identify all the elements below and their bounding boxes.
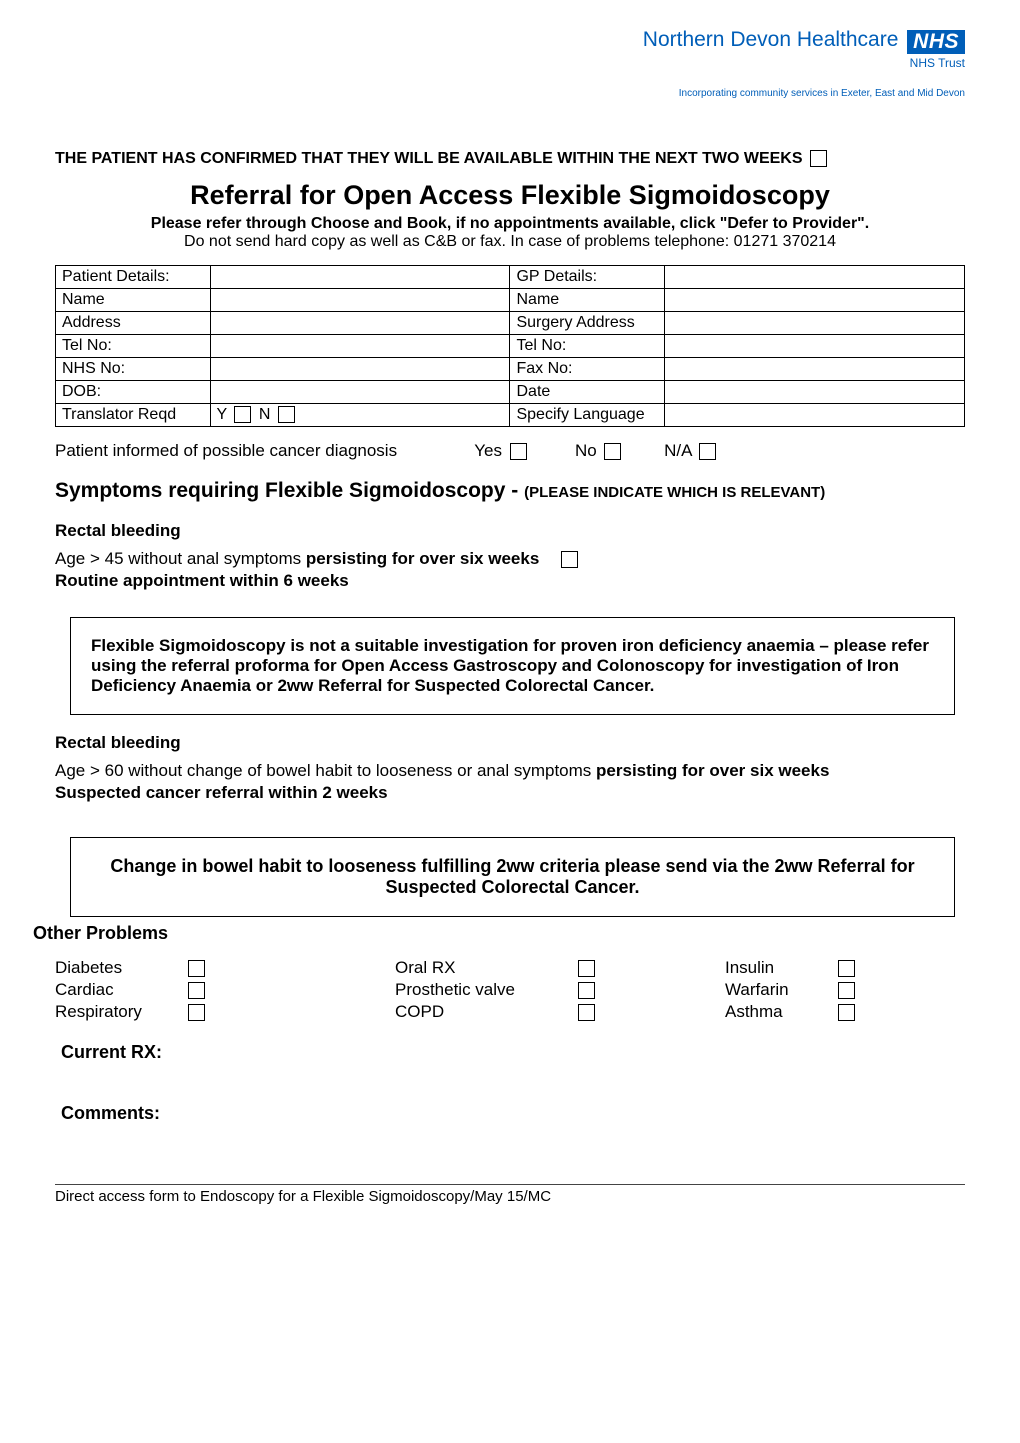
rectal2-heading: Rectal bleeding	[55, 733, 965, 753]
nhs-header: Northern Devon Healthcare NHS NHS Trust …	[643, 28, 965, 99]
rectal1-line2: Routine appointment within 6 weeks	[55, 571, 965, 591]
gp-date-label: Date	[510, 381, 665, 404]
pt-name-label: Name	[56, 289, 211, 312]
availability-confirm: THE PATIENT HAS CONFIRMED THAT THEY WILL…	[55, 150, 965, 168]
pt-details-label: Patient Details:	[56, 266, 211, 289]
current-rx-heading: Current RX:	[61, 1042, 965, 1063]
language-value[interactable]	[665, 404, 965, 427]
symptoms-sub: (PLEASE INDICATE WHICH IS RELEVANT)	[524, 484, 825, 501]
gp-fax-value[interactable]	[665, 358, 965, 381]
gp-tel-value[interactable]	[665, 335, 965, 358]
rectal1-line2-text: Routine appointment within 6 weeks	[55, 571, 349, 590]
comments-heading: Comments:	[61, 1103, 965, 1124]
diabetes-checkbox[interactable]	[188, 960, 205, 977]
rectal1-checkbox[interactable]	[561, 551, 578, 568]
gp-name-value[interactable]	[665, 289, 965, 312]
rectal1-heading: Rectal bleeding	[55, 521, 965, 541]
org-name: Northern Devon Healthcare	[643, 28, 899, 51]
confirm-text: THE PATIENT HAS CONFIRMED THAT THEY WILL…	[55, 150, 803, 167]
anaemia-warning-box: Flexible Sigmoidoscopy is not a suitable…	[70, 617, 955, 715]
warfarin-checkbox[interactable]	[838, 982, 855, 999]
warfarin-label: Warfarin	[725, 980, 835, 1000]
rectal2-line2: Suspected cancer referral within 2 weeks	[55, 783, 965, 803]
pt-nhs-label: NHS No:	[56, 358, 211, 381]
instr-line2: Do not send hard copy as well as C&B or …	[184, 233, 836, 250]
informed-na-label: N/A	[664, 441, 691, 460]
pt-address-value[interactable]	[210, 312, 510, 335]
pt-name-value[interactable]	[210, 289, 510, 312]
informed-label: Patient informed of possible cancer diag…	[55, 441, 445, 461]
gp-details-label: GP Details:	[510, 266, 665, 289]
cardiac-checkbox[interactable]	[188, 982, 205, 999]
rectal2-line1a: Age > 60 without change of bowel habit t…	[55, 761, 596, 780]
translator-y-checkbox[interactable]	[234, 406, 251, 423]
translator-n-checkbox[interactable]	[278, 406, 295, 423]
gp-fax-label: Fax No:	[510, 358, 665, 381]
translator-value: Y N	[210, 404, 510, 427]
informed-no-label: No	[575, 441, 597, 460]
symptoms-heading-text: Symptoms requiring Flexible Sigmoidoscop…	[55, 479, 518, 502]
nhs-subline: NHS Trust	[643, 56, 965, 70]
translator-n-label: N	[259, 406, 271, 423]
respiratory-checkbox[interactable]	[188, 1004, 205, 1021]
rectal2-criteria: Age > 60 without change of bowel habit t…	[55, 761, 965, 781]
copd-label: COPD	[395, 1002, 575, 1022]
other-problems-heading: Other Problems	[33, 923, 965, 944]
asthma-label: Asthma	[725, 1002, 835, 1022]
prosthetic-label: Prosthetic valve	[395, 980, 575, 1000]
prosthetic-checkbox[interactable]	[578, 982, 595, 999]
page-title: Referral for Open Access Flexible Sigmoi…	[55, 180, 965, 211]
rectal1-line1b: persisting for over six weeks	[306, 549, 539, 568]
informed-row: Patient informed of possible cancer diag…	[55, 441, 965, 461]
confirm-checkbox[interactable]	[810, 150, 827, 167]
instr-bold2: if no appointments available, click "Def…	[451, 215, 869, 232]
copd-checkbox[interactable]	[578, 1004, 595, 1021]
pt-dob-value[interactable]	[210, 381, 510, 404]
oralrx-checkbox[interactable]	[578, 960, 595, 977]
informed-na-checkbox[interactable]	[699, 443, 716, 460]
gp-name-label: Name	[510, 289, 665, 312]
pt-dob-label: DOB:	[56, 381, 211, 404]
respiratory-label: Respiratory	[55, 1002, 185, 1022]
gp-tel-label: Tel No:	[510, 335, 665, 358]
incorporating-text: Incorporating community services in Exet…	[643, 88, 965, 99]
instr-bold1: Please refer through Choose and Book,	[151, 215, 452, 232]
footer: Direct access form to Endoscopy for a Fl…	[55, 1184, 965, 1205]
gp-address-label: Surgery Address	[510, 312, 665, 335]
translator-label: Translator Reqd	[56, 404, 211, 427]
instructions: Please refer through Choose and Book, if…	[55, 215, 965, 251]
details-table: Patient Details: GP Details: Name Name A…	[55, 265, 965, 427]
insulin-label: Insulin	[725, 958, 835, 978]
pt-tel-value[interactable]	[210, 335, 510, 358]
asthma-checkbox[interactable]	[838, 1004, 855, 1021]
rectal1-criteria: Age > 45 without anal symptoms persistin…	[55, 549, 965, 569]
pt-address-label: Address	[56, 312, 211, 335]
pt-tel-label: Tel No:	[56, 335, 211, 358]
insulin-checkbox[interactable]	[838, 960, 855, 977]
symptoms-heading: Symptoms requiring Flexible Sigmoidoscop…	[55, 479, 965, 503]
gp-date-value[interactable]	[665, 381, 965, 404]
informed-yes-label: Yes	[474, 441, 502, 460]
gp-details-value[interactable]	[665, 266, 965, 289]
pt-nhs-value[interactable]	[210, 358, 510, 381]
cardiac-label: Cardiac	[55, 980, 185, 1000]
nhs-badge: NHS	[907, 30, 965, 54]
rectal1-line1a: Age > 45 without anal symptoms	[55, 549, 306, 568]
gp-address-value[interactable]	[665, 312, 965, 335]
diabetes-label: Diabetes	[55, 958, 185, 978]
rectal2-line2-text: Suspected cancer referral within 2 weeks	[55, 783, 388, 802]
pt-details-value[interactable]	[210, 266, 510, 289]
rectal2-line1b: persisting for over six weeks	[596, 761, 829, 780]
language-label: Specify Language	[510, 404, 665, 427]
translator-y-label: Y	[217, 406, 227, 423]
informed-yes-checkbox[interactable]	[510, 443, 527, 460]
other-problems-grid: Diabetes Oral RX Insulin Cardiac Prosthe…	[55, 958, 965, 1022]
informed-no-checkbox[interactable]	[604, 443, 621, 460]
bowel-habit-box: Change in bowel habit to looseness fulfi…	[70, 837, 955, 917]
oralrx-label: Oral RX	[395, 958, 575, 978]
